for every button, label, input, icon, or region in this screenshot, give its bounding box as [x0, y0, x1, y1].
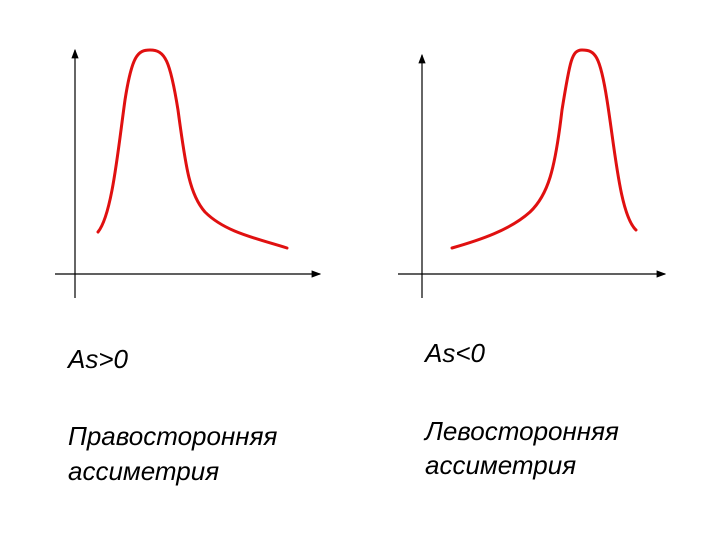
right-plot: [398, 48, 667, 298]
caption-line: Левосторонняя: [423, 416, 619, 446]
distribution-curve: [450, 48, 638, 250]
left-plot: [55, 48, 322, 298]
asymmetry-label: As>0: [66, 344, 129, 374]
asymmetry-label: As<0: [423, 338, 486, 368]
caption-line: Правосторонняя: [68, 421, 277, 451]
distribution-curve: [96, 48, 289, 250]
caption-line: ассиметрия: [68, 456, 219, 486]
caption-line: ассиметрия: [425, 450, 576, 480]
